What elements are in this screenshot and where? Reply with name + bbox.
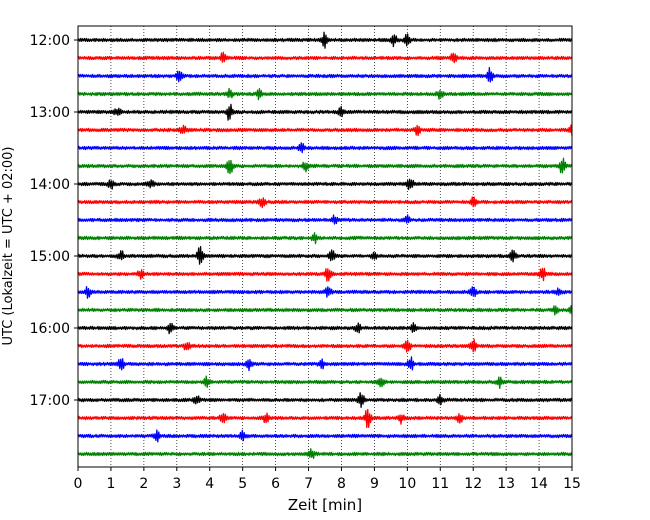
seismogram-trace (77, 305, 573, 316)
x-tick-label: 11 (431, 476, 449, 492)
seismogram-trace (77, 31, 573, 49)
y-tick-label: 15:00 (30, 249, 70, 265)
x-tick-label: 10 (398, 476, 416, 492)
seismogram-trace (77, 246, 573, 265)
plot-frame (77, 25, 573, 468)
x-tick-label: 0 (74, 476, 83, 492)
x-axis-label: Zeit [min] (288, 496, 362, 514)
x-axis: 0 1 2 3 4 5 6 7 8 9 10 11 12 13 14 15 (74, 467, 581, 492)
x-tick-label: 5 (238, 476, 247, 492)
seismogram-trace (77, 338, 573, 353)
x-tick-label: 3 (172, 476, 181, 492)
x-tick-label: 15 (563, 476, 581, 492)
y-axis-label: UTC (Lokalzeit = UTC + 02:00) (1, 147, 16, 346)
y-tick-label: 16:00 (30, 321, 70, 337)
x-tick-label: 14 (530, 476, 548, 492)
x-tick-label: 13 (497, 476, 515, 492)
x-tick-label: 4 (205, 476, 214, 492)
x-tick-label: 1 (106, 476, 115, 492)
seismogram-trace (77, 232, 573, 245)
seismogram-trace (77, 286, 573, 299)
y-tick-label: 17:00 (30, 393, 70, 409)
seismogram-trace (77, 267, 573, 282)
seismogram-trace (77, 67, 573, 83)
seismogram-trace (77, 142, 573, 154)
seismogram-trace (77, 196, 573, 209)
y-axis: 12:00 13:00 14:00 15:00 16:00 17:00 (30, 33, 78, 409)
seismogram-trace (77, 375, 573, 390)
x-tick-label: 2 (139, 476, 148, 492)
x-tick-label: 9 (370, 476, 379, 492)
x-tick-label: 7 (304, 476, 313, 492)
seismogram-trace (77, 448, 573, 459)
seismogram-trace (77, 124, 573, 137)
seismogram-trace (77, 214, 573, 225)
x-tick-label: 12 (464, 476, 482, 492)
x-tick-label: 8 (337, 476, 346, 492)
seismogram-trace (77, 157, 573, 175)
seismogram-trace (77, 87, 573, 101)
trace-group (77, 31, 573, 459)
x-tick-label: 6 (271, 476, 280, 492)
seismogram-trace (77, 322, 573, 335)
seismogram-trace (77, 103, 573, 121)
seismogram-trace (77, 408, 573, 429)
y-tick-label: 12:00 (30, 33, 70, 49)
seismogram-trace (77, 178, 573, 191)
y-tick-label: 14:00 (30, 177, 70, 193)
seismogram-trace (77, 356, 573, 372)
seismogram-trace (77, 51, 573, 64)
y-tick-label: 13:00 (30, 105, 70, 121)
seismogram-trace (77, 392, 573, 409)
seismogram-trace (77, 429, 573, 443)
